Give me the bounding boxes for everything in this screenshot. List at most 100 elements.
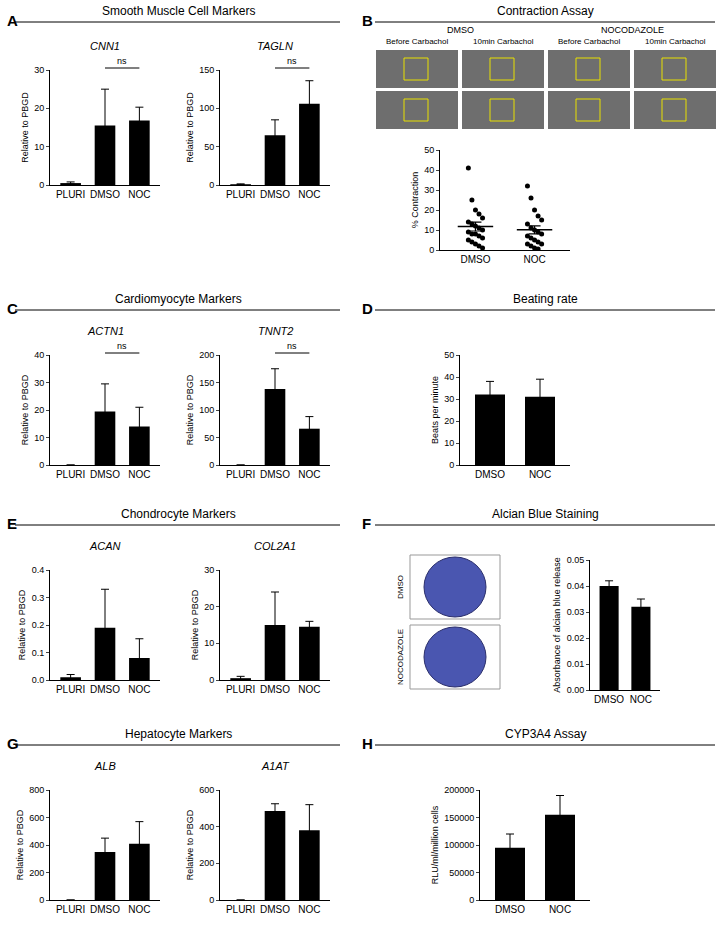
svg-text:PLURI: PLURI xyxy=(226,684,255,695)
svg-text:ALB: ALB xyxy=(94,760,116,772)
svg-text:Cardiomyocyte Markers: Cardiomyocyte Markers xyxy=(115,292,242,306)
svg-text:Absorbance of alcian blue rele: Absorbance of alcian blue release xyxy=(552,557,562,693)
svg-text:0.04: 0.04 xyxy=(567,581,585,591)
svg-text:800: 800 xyxy=(29,785,44,795)
svg-text:ns: ns xyxy=(287,56,297,66)
svg-text:200: 200 xyxy=(29,868,44,878)
svg-text:DMSO: DMSO xyxy=(495,904,525,915)
svg-text:20: 20 xyxy=(424,205,434,215)
svg-text:DMSO: DMSO xyxy=(396,575,405,599)
svg-text:NOC: NOC xyxy=(630,694,652,705)
svg-text:D: D xyxy=(362,300,373,317)
svg-text:40: 40 xyxy=(444,372,454,382)
svg-text:NOC: NOC xyxy=(128,684,150,695)
svg-text:50: 50 xyxy=(204,142,214,152)
svg-text:150: 150 xyxy=(199,65,214,75)
svg-text:0: 0 xyxy=(449,460,454,470)
svg-text:G: G xyxy=(7,735,19,752)
svg-text:50: 50 xyxy=(424,145,434,155)
svg-text:10min Carbachol: 10min Carbachol xyxy=(645,37,706,46)
svg-text:0.05: 0.05 xyxy=(567,555,585,565)
svg-text:Alcian Blue Staining: Alcian Blue Staining xyxy=(492,507,599,521)
svg-text:400: 400 xyxy=(29,840,44,850)
svg-text:0: 0 xyxy=(39,460,44,470)
svg-text:40: 40 xyxy=(34,350,44,360)
svg-text:30: 30 xyxy=(444,394,454,404)
svg-text:DMSO: DMSO xyxy=(90,469,120,480)
svg-text:NOC: NOC xyxy=(523,254,545,265)
svg-text:Relative to PBGD: Relative to PBGD xyxy=(20,92,30,163)
svg-text:Before Carbachol: Before Carbachol xyxy=(386,37,448,46)
svg-text:E: E xyxy=(7,515,17,532)
svg-text:Relative to PBGD: Relative to PBGD xyxy=(190,589,200,660)
svg-text:DMSO: DMSO xyxy=(260,189,290,200)
svg-text:Relative to PBGD: Relative to PBGD xyxy=(15,809,25,880)
svg-text:0.03: 0.03 xyxy=(567,607,585,617)
svg-text:0.2: 0.2 xyxy=(32,620,45,630)
svg-text:50: 50 xyxy=(444,350,454,360)
svg-text:0: 0 xyxy=(209,895,214,905)
svg-text:30: 30 xyxy=(34,378,44,388)
svg-text:30: 30 xyxy=(204,565,214,575)
svg-text:10: 10 xyxy=(34,142,44,152)
svg-text:400: 400 xyxy=(199,822,214,832)
svg-text:0: 0 xyxy=(469,895,474,905)
svg-text:50000: 50000 xyxy=(449,868,474,878)
svg-text:NOC: NOC xyxy=(298,684,320,695)
svg-text:NOC: NOC xyxy=(298,904,320,915)
svg-text:0.1: 0.1 xyxy=(32,648,45,658)
svg-text:10: 10 xyxy=(204,638,214,648)
svg-text:0: 0 xyxy=(209,675,214,685)
svg-text:20: 20 xyxy=(204,602,214,612)
svg-text:PLURI: PLURI xyxy=(56,904,85,915)
svg-text:NOC: NOC xyxy=(298,469,320,480)
svg-text:A: A xyxy=(7,12,18,29)
svg-text:Relative to PBGD: Relative to PBGD xyxy=(185,92,195,163)
svg-text:A1AT: A1AT xyxy=(261,760,290,772)
svg-text:DMSO: DMSO xyxy=(90,904,120,915)
svg-text:PLURI: PLURI xyxy=(226,189,255,200)
svg-text:10: 10 xyxy=(444,438,454,448)
svg-text:0.4: 0.4 xyxy=(32,565,45,575)
svg-text:0.00: 0.00 xyxy=(567,685,585,695)
svg-text:DMSO: DMSO xyxy=(90,684,120,695)
svg-text:0: 0 xyxy=(429,245,434,255)
svg-text:0: 0 xyxy=(209,460,214,470)
svg-text:TNNT2: TNNT2 xyxy=(258,325,293,337)
svg-text:Relative to PBGD: Relative to PBGD xyxy=(185,374,195,445)
svg-text:ns: ns xyxy=(117,341,127,351)
svg-text:% Contraction: % Contraction xyxy=(410,172,420,229)
svg-text:600: 600 xyxy=(29,813,44,823)
svg-text:DMSO: DMSO xyxy=(460,254,490,265)
svg-text:F: F xyxy=(362,515,371,532)
svg-text:PLURI: PLURI xyxy=(56,189,85,200)
svg-text:ns: ns xyxy=(287,341,297,351)
svg-text:150000: 150000 xyxy=(444,813,474,823)
svg-text:NOC: NOC xyxy=(128,189,150,200)
svg-text:Hepatocyte Markers: Hepatocyte Markers xyxy=(125,727,232,741)
svg-text:RLU/ml/million cells: RLU/ml/million cells xyxy=(430,805,440,884)
svg-text:NOC: NOC xyxy=(549,904,571,915)
svg-text:DMSO: DMSO xyxy=(594,694,624,705)
svg-text:CYP3A4 Assay: CYP3A4 Assay xyxy=(505,727,586,741)
svg-text:NOC: NOC xyxy=(128,904,150,915)
svg-text:NOCODAZOLE: NOCODAZOLE xyxy=(396,629,405,685)
svg-text:DMSO: DMSO xyxy=(447,25,474,35)
svg-text:200000: 200000 xyxy=(444,785,474,795)
svg-text:0: 0 xyxy=(209,180,214,190)
svg-text:NOC: NOC xyxy=(529,469,551,480)
svg-text:NOCODAZOLE: NOCODAZOLE xyxy=(601,25,664,35)
svg-text:0.3: 0.3 xyxy=(32,593,45,603)
svg-text:200: 200 xyxy=(199,350,214,360)
svg-text:Beating rate: Beating rate xyxy=(513,292,578,306)
svg-text:100: 100 xyxy=(199,405,214,415)
svg-text:DMSO: DMSO xyxy=(90,189,120,200)
svg-text:PLURI: PLURI xyxy=(226,469,255,480)
svg-text:PLURI: PLURI xyxy=(56,469,85,480)
svg-text:ns: ns xyxy=(117,56,127,66)
svg-text:Beats per minute: Beats per minute xyxy=(430,376,440,444)
svg-text:Before Carbachol: Before Carbachol xyxy=(558,37,620,46)
svg-text:ACAN: ACAN xyxy=(89,540,121,552)
svg-text:Relative to PBGD: Relative to PBGD xyxy=(20,374,30,445)
svg-text:600: 600 xyxy=(199,785,214,795)
